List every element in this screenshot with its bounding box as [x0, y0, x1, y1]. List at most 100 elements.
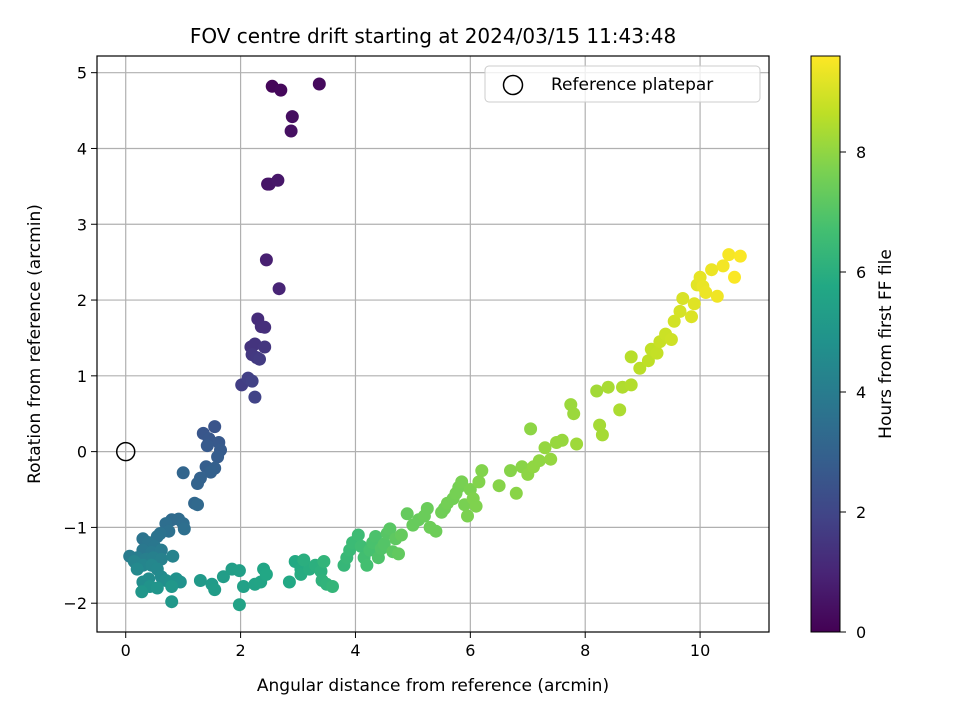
- data-point: [733, 249, 747, 263]
- x-tick-label: 10: [690, 641, 710, 660]
- colorbar-tick-label: 4: [856, 383, 866, 402]
- x-tick-label: 6: [465, 641, 475, 660]
- data-point: [392, 547, 405, 561]
- data-point: [429, 524, 443, 538]
- data-point: [633, 361, 647, 375]
- data-point: [258, 340, 272, 354]
- data-point: [200, 439, 214, 453]
- data-point: [377, 537, 391, 551]
- data-point: [590, 384, 604, 398]
- data-point: [595, 428, 609, 442]
- data-point: [710, 289, 724, 303]
- legend: Reference platepar: [484, 65, 761, 103]
- data-point: [676, 292, 690, 305]
- data-point: [469, 499, 483, 513]
- data-point: [570, 437, 584, 451]
- data-point: [248, 390, 262, 404]
- colorbar-tick-label: 0: [856, 623, 866, 642]
- colorbar-gradient: [810, 55, 841, 633]
- legend-box: [484, 65, 761, 103]
- data-point: [135, 585, 149, 599]
- data-point: [351, 528, 365, 542]
- y-tick-label: 3: [77, 215, 87, 234]
- data-point: [284, 124, 298, 138]
- colorbar-tick-label: 2: [856, 503, 866, 522]
- data-points: [123, 77, 747, 612]
- colorbar-ticks: 0 2 4 6 8: [840, 143, 866, 642]
- data-point: [538, 441, 552, 455]
- data-point: [232, 598, 246, 612]
- data-point: [504, 464, 517, 478]
- x-tick-label: 2: [235, 641, 245, 660]
- data-point: [272, 282, 286, 296]
- data-point: [601, 380, 615, 394]
- y-tick-label: 1: [77, 367, 87, 386]
- data-point: [420, 502, 434, 515]
- data-point: [285, 110, 299, 124]
- data-point: [383, 522, 397, 536]
- reference-platepar-marker: [115, 441, 136, 462]
- data-point: [177, 522, 191, 536]
- data-point: [687, 297, 701, 311]
- x-tick-label: 8: [580, 641, 590, 660]
- y-tick-label: −2: [63, 594, 87, 613]
- data-point: [258, 320, 272, 334]
- colorbar-tick-label: 8: [856, 143, 866, 162]
- data-point: [461, 509, 474, 523]
- data-point: [475, 464, 489, 478]
- y-tick-label: 2: [77, 291, 87, 310]
- data-point: [613, 403, 627, 417]
- data-point: [166, 549, 180, 563]
- data-point: [667, 314, 681, 328]
- data-point: [722, 248, 736, 262]
- y-axis-label: Rotation from reference (arcmin): [25, 204, 45, 484]
- data-point: [524, 422, 538, 436]
- data-point: [274, 83, 288, 97]
- data-point: [191, 498, 204, 512]
- data-point: [555, 433, 569, 447]
- data-point: [400, 507, 414, 521]
- data-point: [204, 465, 218, 479]
- data-point: [567, 407, 581, 421]
- data-point: [685, 310, 698, 324]
- data-point: [716, 259, 730, 273]
- legend-label: Reference platepar: [551, 75, 713, 95]
- data-point: [326, 580, 339, 593]
- data-point: [312, 77, 326, 91]
- data-point: [705, 263, 719, 277]
- data-point: [216, 570, 230, 584]
- x-axis-label: Angular distance from reference (arcmin): [257, 676, 609, 696]
- data-point: [509, 486, 523, 500]
- x-tick-label: 4: [350, 641, 360, 660]
- data-point: [673, 304, 687, 318]
- data-point: [165, 595, 179, 609]
- y-axis-ticks: −2 −1 0 1 2 3 4 5: [63, 64, 97, 613]
- data-point: [211, 450, 225, 464]
- data-point: [154, 552, 168, 566]
- y-tick-label: 0: [77, 443, 87, 462]
- data-point: [369, 530, 383, 543]
- data-point: [232, 564, 246, 578]
- data-point: [259, 567, 273, 581]
- data-point: [193, 574, 207, 587]
- data-point: [282, 575, 296, 589]
- data-point: [165, 580, 179, 593]
- data-point: [176, 466, 190, 480]
- data-point: [360, 558, 374, 572]
- colorbar-tick-label: 6: [856, 263, 866, 282]
- data-point: [641, 354, 655, 368]
- chart-title: FOV centre drift starting at 2024/03/15 …: [190, 24, 676, 48]
- data-point: [624, 350, 638, 364]
- plot-frame: [96, 55, 770, 633]
- data-point: [532, 454, 546, 468]
- y-tick-label: −1: [63, 518, 87, 537]
- data-point: [130, 562, 144, 576]
- y-tick-label: 5: [77, 64, 87, 83]
- data-point: [208, 583, 222, 597]
- data-point: [455, 475, 469, 489]
- data-point: [624, 378, 638, 392]
- data-point: [394, 528, 408, 542]
- y-tick-label: 4: [77, 139, 87, 158]
- data-point: [544, 452, 558, 466]
